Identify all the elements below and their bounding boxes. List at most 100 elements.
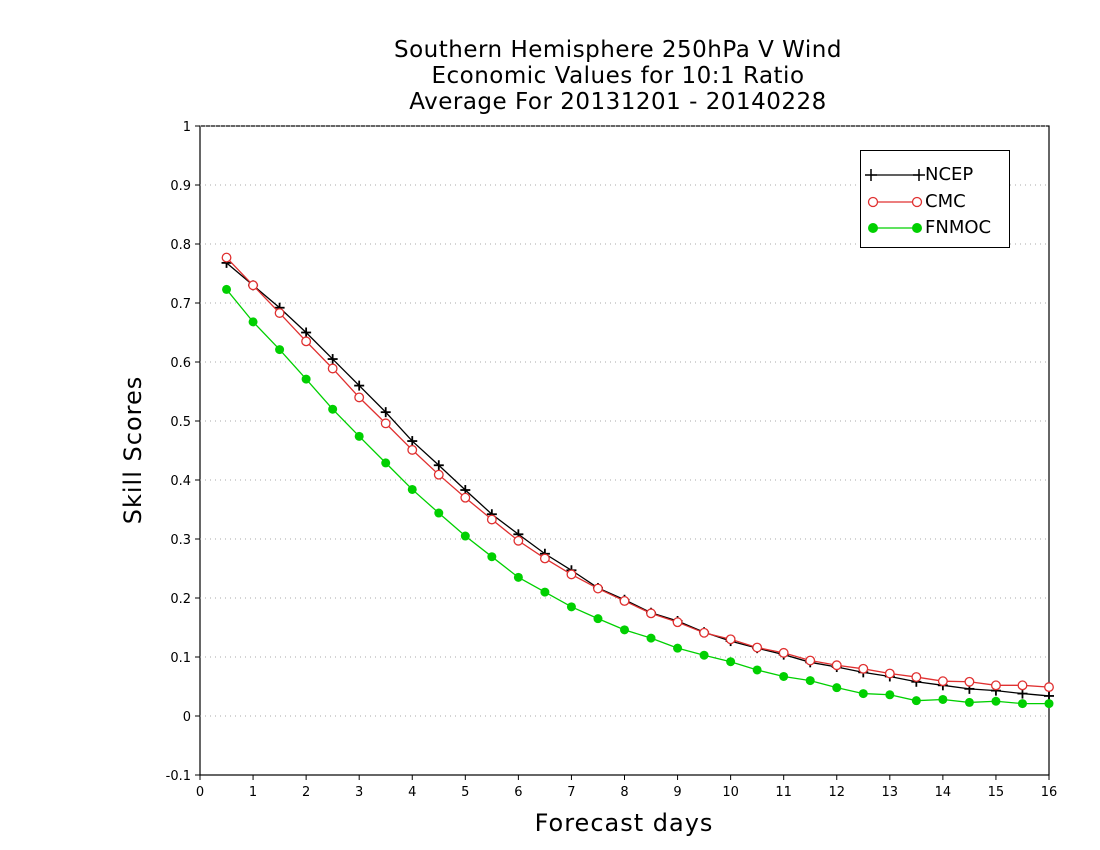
data-point-fnmoc xyxy=(699,650,709,660)
y-tick-label: 0.9 xyxy=(170,179,191,194)
y-tick-label: 0.6 xyxy=(170,356,191,371)
data-point-cmc xyxy=(725,634,736,645)
legend-item-fnmoc: FNMOC xyxy=(861,215,1011,241)
data-point-fnmoc xyxy=(885,690,895,700)
x-tick-label: 2 xyxy=(302,785,310,800)
data-point-fnmoc xyxy=(566,602,576,612)
data-point-cmc xyxy=(1017,680,1028,691)
legend-marker-ncep xyxy=(865,169,925,181)
data-point-ncep xyxy=(407,436,418,447)
y-axis-label: Skill Scores xyxy=(119,375,147,525)
y-tick-label: 0 xyxy=(183,710,191,725)
y-tick-label: 1 xyxy=(183,120,191,135)
x-tick-label: 1 xyxy=(249,785,257,800)
x-tick-label: 0 xyxy=(196,785,204,800)
data-point-ncep xyxy=(433,460,444,471)
data-point-cmc xyxy=(513,535,524,546)
data-point-fnmoc xyxy=(779,671,789,681)
legend: NCEP CMC FNMOC xyxy=(860,150,1010,248)
data-point-cmc xyxy=(593,583,603,594)
legend-label-cmc: CMC xyxy=(925,191,966,212)
data-point-cmc xyxy=(539,553,550,564)
data-point-fnmoc xyxy=(301,374,311,384)
y-tick-label: 0.1 xyxy=(170,651,191,666)
data-point-fnmoc xyxy=(381,458,391,468)
data-point-fnmoc xyxy=(434,508,444,518)
x-tick-label: 4 xyxy=(408,785,416,800)
x-tick-label: 7 xyxy=(567,785,575,800)
data-point-ncep xyxy=(380,407,391,418)
data-point-cmc xyxy=(327,363,338,374)
data-point-cmc xyxy=(1044,682,1054,693)
data-point-cmc xyxy=(778,647,789,658)
data-point-fnmoc xyxy=(858,689,868,699)
y-tick-label: 0.7 xyxy=(170,297,191,312)
data-point-cmc xyxy=(911,672,922,683)
x-tick-label: 11 xyxy=(775,785,792,800)
legend-label-fnmoc: FNMOC xyxy=(925,217,992,238)
data-point-ncep xyxy=(327,354,338,365)
x-tick-label: 14 xyxy=(935,785,952,800)
data-point-cmc xyxy=(937,676,948,687)
data-point-fnmoc xyxy=(540,587,550,597)
data-point-fnmoc xyxy=(911,696,921,706)
data-point-cmc xyxy=(407,444,418,455)
data-point-ncep xyxy=(301,327,312,338)
data-point-fnmoc xyxy=(487,552,497,562)
x-tick-label: 16 xyxy=(1041,785,1058,800)
x-axis-label: Forecast days xyxy=(534,809,714,837)
legend-item-cmc: CMC xyxy=(861,189,1011,215)
data-point-fnmoc xyxy=(407,484,417,494)
data-point-fnmoc xyxy=(593,614,603,624)
data-point-fnmoc xyxy=(248,317,258,327)
data-point-cmc xyxy=(672,617,683,628)
data-point-cmc xyxy=(619,596,630,606)
x-tick-label: 5 xyxy=(461,785,469,800)
data-point-fnmoc xyxy=(673,643,683,653)
data-point-fnmoc xyxy=(964,697,974,707)
x-tick-label: 8 xyxy=(620,785,628,800)
data-point-cmc xyxy=(221,252,232,263)
data-point-ncep xyxy=(354,380,365,391)
data-point-fnmoc xyxy=(832,683,842,693)
y-tick-label: 0.8 xyxy=(170,238,191,253)
series-line-fnmoc xyxy=(226,289,1049,705)
data-point-fnmoc xyxy=(222,284,232,294)
data-point-fnmoc xyxy=(513,572,523,582)
x-tick-label: 12 xyxy=(828,785,845,800)
x-tick-label: 9 xyxy=(673,785,681,800)
data-point-cmc xyxy=(380,418,391,429)
data-point-cmc xyxy=(354,392,365,403)
y-tick-label: 0.5 xyxy=(170,415,191,430)
y-tick-label: 0.2 xyxy=(170,592,191,607)
x-tick-label: 6 xyxy=(514,785,522,800)
data-point-fnmoc xyxy=(646,633,656,643)
x-tick-label: 3 xyxy=(355,785,363,800)
data-point-fnmoc xyxy=(354,431,364,441)
y-tick-label: -0.1 xyxy=(166,769,191,784)
data-point-cmc xyxy=(831,660,842,671)
legend-item-ncep: NCEP xyxy=(861,162,1011,188)
data-point-cmc xyxy=(248,280,259,291)
data-point-cmc xyxy=(990,680,1001,691)
data-point-cmc xyxy=(460,492,471,503)
data-point-fnmoc xyxy=(726,657,736,667)
data-point-fnmoc xyxy=(1044,699,1054,709)
data-point-cmc xyxy=(433,469,444,480)
legend-marker-cmc xyxy=(867,196,923,208)
chart-title-line-1: Southern Hemisphere 250hPa V Wind xyxy=(394,37,842,63)
data-point-cmc xyxy=(699,627,710,638)
y-tick-label: 0.3 xyxy=(170,533,191,548)
chart-title-line-3: Average For 20131201 - 20140228 xyxy=(409,89,827,115)
data-point-cmc xyxy=(884,668,895,679)
data-point-cmc xyxy=(805,655,816,666)
chart-title-line-2: Economic Values for 10:1 Ratio xyxy=(431,63,805,89)
data-point-cmc xyxy=(301,336,312,347)
data-point-cmc xyxy=(858,663,869,674)
data-point-cmc xyxy=(964,676,975,687)
data-point-fnmoc xyxy=(991,696,1001,706)
legend-marker-fnmoc xyxy=(868,223,922,233)
data-point-cmc xyxy=(646,608,656,619)
data-point-fnmoc xyxy=(620,625,629,635)
